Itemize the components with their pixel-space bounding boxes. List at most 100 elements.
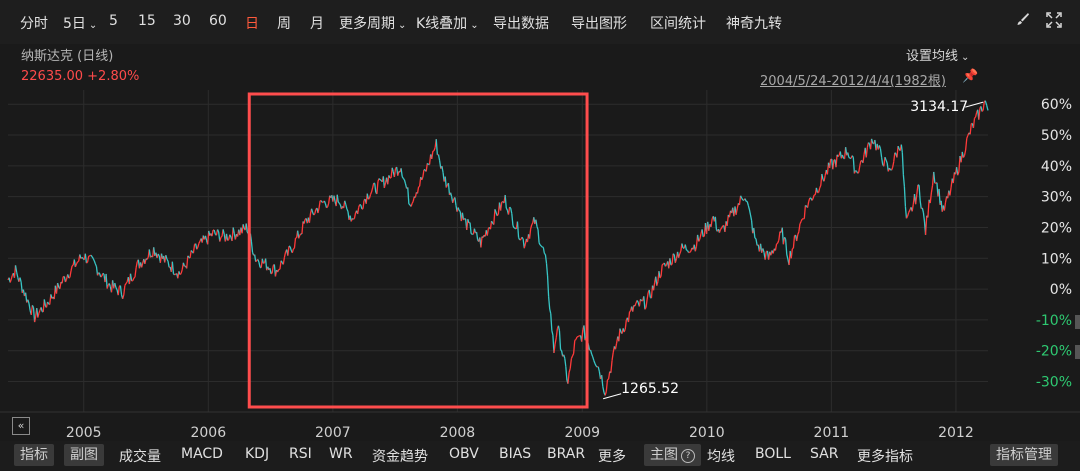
price-segment [686,249,688,252]
price-segment [557,325,561,332]
price-segment [918,185,921,201]
indicator-volume[interactable]: 成交量 [119,449,161,465]
price-segment [791,247,794,250]
date-range-link[interactable]: 2004/5/24-2012/4/4(1982根) [760,74,946,89]
price-segment [366,193,369,200]
price-segment [546,275,550,297]
tab-intraday[interactable]: 分时 [20,16,48,32]
indicator-more-main[interactable]: 更多指标 [857,449,913,465]
expand-icon[interactable] [1045,12,1063,30]
price-segment [618,328,621,342]
price-segment [604,391,607,396]
price-segment [978,108,981,120]
price-segment [806,201,810,208]
x-tick-label: 2008 [440,425,476,441]
tab-monthly[interactable]: 月 [310,16,324,32]
export-data-button[interactable]: 导出数据 [493,16,549,32]
price-segment [569,358,573,369]
price-segment [916,184,919,195]
tab-5min[interactable]: 5 [109,13,118,29]
price-segment [981,109,984,112]
indicator-bias[interactable]: BIAS [499,446,532,462]
price-segment [851,155,854,158]
index-value: 22635.00 +2.80% [21,69,140,84]
scroll-handle[interactable] [1075,315,1080,329]
price-segment [69,270,72,278]
price-segment [92,258,95,262]
x-tick-label: 2012 [938,425,974,441]
price-segment [797,231,800,235]
price-segment [94,263,98,267]
price-segment [213,229,216,235]
price-segment [308,213,312,223]
double-chevron-left-icon[interactable]: « [12,417,30,435]
tab-five-day[interactable]: 5日 ⌄ [63,13,97,33]
kline-overlay-dropdown[interactable]: K线叠加 ⌄ [416,13,479,33]
price-segment [369,191,373,195]
indicator-rsi[interactable]: RSI [289,446,312,462]
price-segment [383,182,387,189]
price-segment [614,343,618,350]
price-segment [749,214,753,221]
price-segment [938,188,941,206]
price-segment [859,160,862,166]
price-segment [407,187,410,204]
price-segment [536,226,539,230]
price-segment [353,217,355,220]
tab-daily[interactable]: 日 [245,16,259,32]
price-segment [805,204,807,207]
indicator-tab[interactable]: 指标 [14,444,54,466]
price-segment [554,337,557,345]
tab-30min[interactable]: 30 [173,13,191,29]
tab-weekly[interactable]: 周 [277,16,291,32]
indicator-obv[interactable]: OBV [449,446,479,462]
ma-setting-dropdown[interactable]: 设置均线 ⌄ [906,45,969,64]
price-segment [823,175,826,182]
price-segment [289,246,292,251]
price-segment [431,151,434,159]
price-segment [486,228,489,236]
price-segment [919,200,922,209]
price-segment [678,253,681,258]
price-segment [542,247,546,254]
indicator-boll[interactable]: BOLL [755,446,791,462]
indicator-kdj[interactable]: KDJ [245,446,270,462]
indicator-macd[interactable]: MACD [181,446,223,462]
indicator-brar[interactable]: BRAR [547,446,586,462]
price-segment [753,228,756,238]
price-segment [714,216,718,230]
price-segment [902,174,906,187]
price-segment [378,178,381,181]
sub-chart-tab[interactable]: 副图 [64,444,104,466]
scroll-handle[interactable] [1075,345,1080,359]
price-segment [189,250,192,258]
indicator-wr[interactable]: WR [329,446,353,462]
range-stats-button[interactable]: 区间统计 [650,16,706,32]
price-segment [638,299,642,307]
price-segment [821,173,824,180]
price-segment [179,273,182,276]
export-chart-button[interactable]: 导出图形 [571,16,627,32]
price-segment [165,255,168,260]
price-segment [298,235,301,239]
price-segment [359,203,362,206]
brush-icon[interactable] [1014,12,1032,30]
magic-nine-button[interactable]: 神奇九转 [726,16,782,32]
pin-icon[interactable]: 📌 [962,69,979,84]
indicator-fund-trend[interactable]: 资金趋势 [372,449,428,465]
price-segment [95,266,99,276]
tab-15min[interactable]: 15 [138,13,156,29]
indicator-sar[interactable]: SAR [810,446,839,462]
indicator-ma[interactable]: 均线 [707,449,735,465]
indicator-more[interactable]: 更多 [598,449,626,465]
price-segment [790,248,793,259]
price-segment [370,187,374,193]
price-segment [219,237,222,242]
price-segment [800,218,803,222]
tab-60min[interactable]: 60 [209,13,227,29]
indicator-manage-button[interactable]: 指标管理 [990,444,1058,466]
main-chart-tab[interactable]: 主图? [644,444,701,466]
price-segment [393,168,397,178]
more-periods-dropdown[interactable]: 更多周期 ⌄ [339,13,406,33]
